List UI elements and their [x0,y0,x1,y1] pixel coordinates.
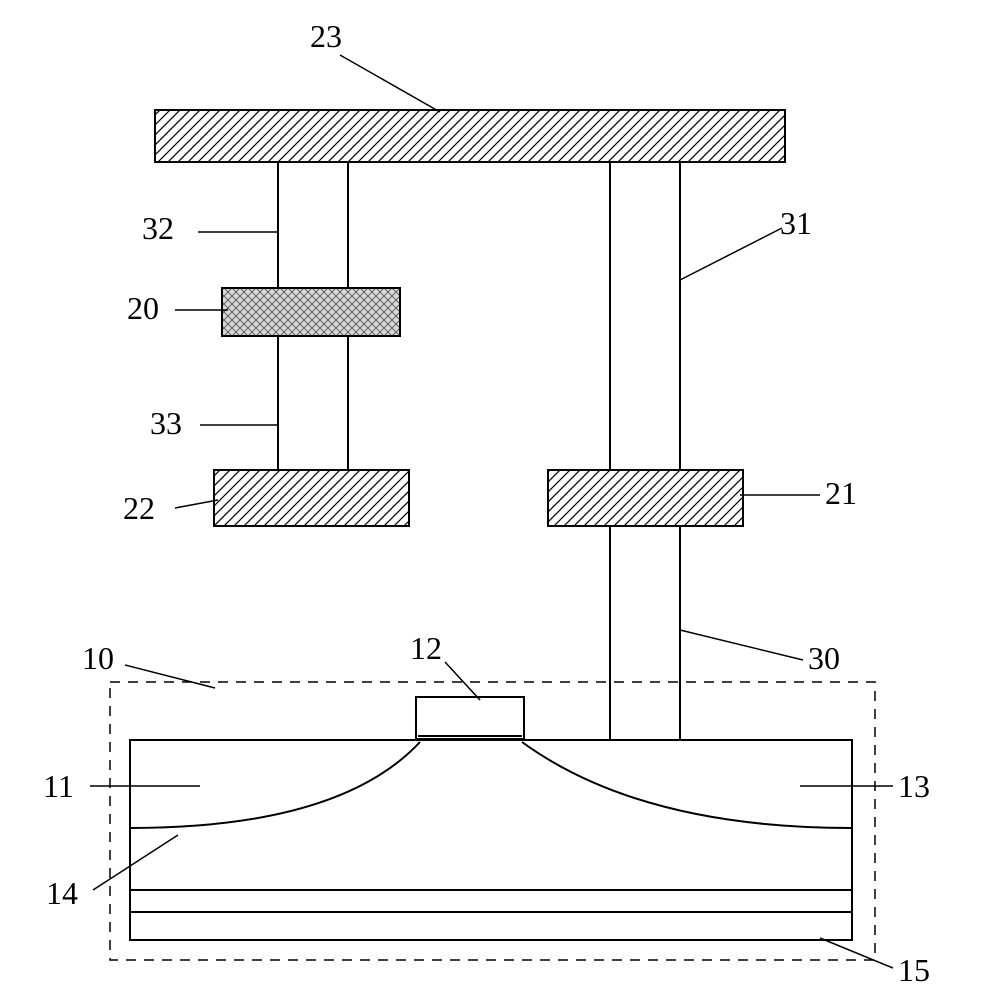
block-23 [155,110,785,162]
label-33: 33 [150,405,182,442]
label-22: 22 [123,490,155,527]
label-21: 21 [825,475,857,512]
label-20: 20 [127,290,159,327]
rect-12 [416,697,524,739]
label-15: 15 [898,952,930,989]
label-31: 31 [780,205,812,242]
block-21 [548,470,743,526]
leader-22 [175,500,218,508]
label-23: 23 [310,18,342,55]
label-11: 11 [43,768,74,805]
main-body [130,740,852,940]
leader-10 [125,665,215,688]
label-30: 30 [808,640,840,677]
label-13: 13 [898,768,930,805]
leader-30 [680,630,803,660]
block-20 [222,288,400,336]
patent-diagram: 23 32 31 20 33 22 21 10 12 30 11 13 14 1… [0,0,983,1000]
leader-23 [340,55,440,112]
label-32: 32 [142,210,174,247]
leader-15 [820,938,893,968]
label-10: 10 [82,640,114,677]
label-14: 14 [46,875,78,912]
block-22 [214,470,409,526]
label-12: 12 [410,630,442,667]
leader-12 [445,662,480,700]
leader-31 [680,228,782,280]
